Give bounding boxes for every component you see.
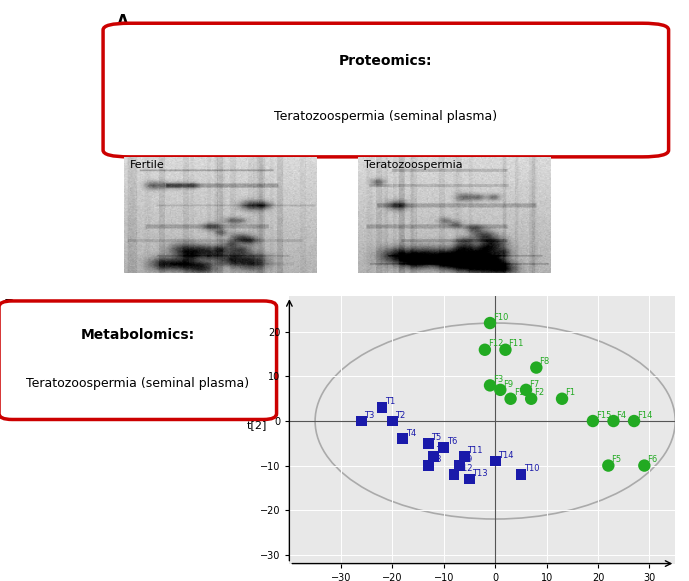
Point	[423, 461, 434, 470]
Point	[526, 394, 537, 403]
Point	[387, 417, 398, 426]
Point	[588, 417, 599, 426]
Point	[520, 385, 531, 394]
Point	[464, 474, 475, 483]
Text: T14: T14	[498, 451, 514, 460]
Text: F2: F2	[534, 389, 544, 397]
Point	[490, 457, 501, 466]
Point	[639, 461, 650, 470]
Text: F1: F1	[565, 389, 575, 397]
Text: T4: T4	[406, 429, 416, 437]
Text: Teratozoospermia: Teratozoospermia	[364, 160, 463, 170]
Point	[453, 461, 464, 470]
Point	[376, 403, 387, 413]
Text: A: A	[117, 14, 129, 29]
Point	[495, 385, 506, 394]
Point	[397, 434, 408, 443]
Text: F5: F5	[611, 456, 621, 464]
Text: T10: T10	[524, 464, 539, 473]
Text: T9: T9	[462, 456, 473, 464]
Text: F4: F4	[617, 411, 627, 419]
Text: F12: F12	[488, 339, 504, 349]
Text: T7: T7	[437, 446, 447, 456]
Text: F7: F7	[529, 379, 539, 389]
Text: T3: T3	[364, 411, 375, 419]
Text: T11: T11	[467, 446, 483, 456]
Point	[356, 417, 367, 426]
Text: T5: T5	[431, 433, 442, 442]
Text: F10: F10	[493, 313, 508, 322]
Point	[480, 345, 491, 354]
Text: T6: T6	[446, 437, 457, 446]
Text: T12: T12	[457, 464, 473, 473]
Text: F11: F11	[508, 339, 524, 349]
Point	[557, 394, 568, 403]
Point	[628, 417, 639, 426]
Text: F3: F3	[493, 375, 504, 384]
Point	[484, 381, 495, 390]
Point	[608, 417, 619, 426]
Text: T8: T8	[431, 456, 442, 464]
Point	[515, 470, 526, 479]
Point	[449, 470, 460, 479]
Text: F15: F15	[596, 411, 611, 419]
Point	[603, 461, 614, 470]
Text: Teratozoospermia (seminal plasma): Teratozoospermia (seminal plasma)	[26, 377, 249, 390]
Text: F13: F13	[514, 389, 529, 397]
Point	[428, 452, 439, 461]
Text: F6: F6	[648, 456, 658, 464]
Text: T13: T13	[473, 469, 488, 478]
Text: T1: T1	[385, 397, 395, 406]
Text: Fertile: Fertile	[130, 160, 165, 170]
Text: F8: F8	[539, 357, 550, 366]
Point	[484, 318, 495, 328]
Y-axis label: t[2]: t[2]	[247, 420, 267, 430]
FancyBboxPatch shape	[0, 301, 276, 419]
Text: Proteomics:: Proteomics:	[339, 53, 433, 67]
Point	[500, 345, 511, 354]
Point	[459, 452, 470, 461]
Point	[505, 394, 516, 403]
Text: Metabolomics:: Metabolomics:	[81, 328, 195, 342]
Point	[423, 439, 434, 448]
FancyBboxPatch shape	[103, 23, 668, 157]
Text: B: B	[3, 299, 15, 314]
Text: F14: F14	[637, 411, 652, 419]
Text: T2: T2	[395, 411, 406, 419]
Point	[531, 363, 542, 372]
Text: Teratozoospermia (seminal plasma): Teratozoospermia (seminal plasma)	[274, 110, 497, 123]
Text: F9: F9	[504, 379, 513, 389]
Point	[438, 443, 449, 453]
